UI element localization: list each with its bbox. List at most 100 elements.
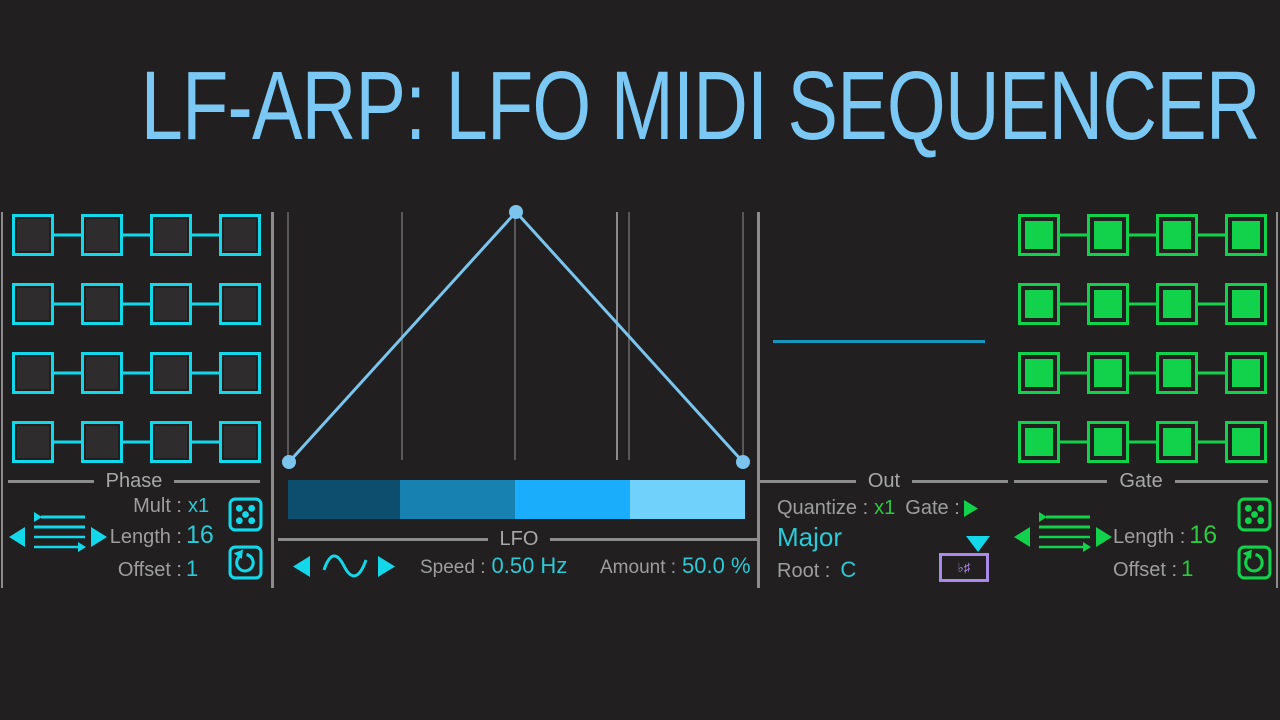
gradient-segment-1 <box>288 480 400 519</box>
out-scale-value[interactable]: Major <box>777 522 843 552</box>
out-quantize-label: Quantize : <box>777 497 869 519</box>
phase-grid-cell[interactable] <box>81 421 123 463</box>
gradient-segment-2 <box>400 480 515 519</box>
cell-fill <box>224 219 256 251</box>
phase-section-header: Phase <box>8 470 260 492</box>
phase-grid-cell[interactable] <box>81 283 123 325</box>
gate-offset-row: Offset : 1 <box>1113 556 1193 582</box>
out-quantize-value[interactable]: x1 <box>874 497 896 519</box>
lfo-wave-shape-display[interactable] <box>322 551 368 586</box>
phase-mult-label: Mult : <box>133 495 182 517</box>
phase-grid-cell[interactable] <box>81 214 123 256</box>
lfo-gridline <box>742 212 744 460</box>
phase-offset-label: Offset : <box>117 559 182 581</box>
left-panel-edge-line <box>1 212 3 588</box>
gate-grid-cell[interactable] <box>1225 352 1267 394</box>
gate-grid-cell[interactable] <box>1156 352 1198 394</box>
waveform-node[interactable] <box>282 455 296 469</box>
phase-grid-cell[interactable] <box>150 352 192 394</box>
gate-header-label: Gate <box>1119 469 1163 492</box>
phase-randomize-button[interactable] <box>228 497 263 532</box>
out-accidental-button[interactable]: ♭♯ <box>939 553 989 582</box>
gate-grid-cell[interactable] <box>1087 214 1129 256</box>
phase-length-row: Length : 16 <box>30 521 214 550</box>
cell-fill <box>1163 428 1191 456</box>
phase-grid-cell[interactable] <box>150 283 192 325</box>
phase-grid-cell[interactable] <box>150 214 192 256</box>
phase-grid-cell[interactable] <box>12 352 54 394</box>
gate-shift-control[interactable] <box>1013 509 1113 560</box>
out-gate-toggle[interactable] <box>963 500 978 517</box>
lfo-wave-prev-button[interactable] <box>293 556 310 582</box>
gate-grid-cell[interactable] <box>1018 283 1060 325</box>
phase-grid-cell[interactable] <box>219 352 261 394</box>
gate-grid-cell[interactable] <box>1018 352 1060 394</box>
cell-fill <box>1163 221 1191 249</box>
reset-loop-icon <box>1237 545 1272 580</box>
phase-grid-cell[interactable] <box>12 421 54 463</box>
gate-grid-cell[interactable] <box>1018 214 1060 256</box>
gate-reset-button[interactable] <box>1237 545 1272 580</box>
out-root-row: Root : C <box>777 557 856 583</box>
gate-grid-cell[interactable] <box>1087 352 1129 394</box>
out-scale-dropdown-button[interactable] <box>966 536 990 557</box>
cell-fill <box>1232 290 1260 318</box>
phase-mult-row: Mult : x1 <box>30 495 209 518</box>
lfo-waveform-display[interactable] <box>272 198 758 470</box>
gate-grid-cell[interactable] <box>1087 421 1129 463</box>
gate-grid-cell[interactable] <box>1225 283 1267 325</box>
phase-offset-value[interactable]: 1 <box>186 556 199 581</box>
cell-fill <box>155 357 187 389</box>
cell-fill <box>1232 428 1260 456</box>
gate-randomize-button[interactable] <box>1237 497 1272 532</box>
divider-line <box>550 537 760 541</box>
out-root-label: Root : <box>777 560 831 582</box>
gate-grid-cell[interactable] <box>1156 421 1198 463</box>
gradient-segment-4 <box>630 480 745 519</box>
cell-fill <box>86 219 118 251</box>
out-section-header: Out <box>760 470 1008 492</box>
cell-fill <box>1025 290 1053 318</box>
lfo-playhead-line <box>616 212 618 460</box>
lfo-gridline <box>287 212 289 460</box>
phase-grid-cell[interactable] <box>150 421 192 463</box>
gate-grid-cell[interactable] <box>1018 421 1060 463</box>
phase-grid-cell[interactable] <box>81 352 123 394</box>
phase-grid-cell[interactable] <box>12 214 54 256</box>
gate-grid-cell[interactable] <box>1156 283 1198 325</box>
phase-grid-cell[interactable] <box>219 283 261 325</box>
phase-shift-control[interactable] <box>8 509 108 560</box>
lfo-wave-next-button[interactable] <box>378 556 395 582</box>
out-scale-dropdown[interactable]: Major <box>777 522 842 553</box>
gate-offset-value[interactable]: 1 <box>1181 556 1194 581</box>
lfo-speed-value[interactable]: 0.50 Hz <box>491 553 568 578</box>
out-root-value[interactable]: C <box>840 557 857 582</box>
cell-fill <box>17 357 49 389</box>
dice-icon <box>1237 497 1272 532</box>
phase-mult-value[interactable]: x1 <box>188 495 210 517</box>
divider-line <box>1174 479 1269 483</box>
divider-line <box>760 479 856 483</box>
waveform-node[interactable] <box>736 455 750 469</box>
phase-grid-cell[interactable] <box>219 421 261 463</box>
gate-grid-cell[interactable] <box>1225 214 1267 256</box>
gate-length-value[interactable]: 16 <box>1189 521 1218 549</box>
cell-fill <box>1163 290 1191 318</box>
phase-grid-cell[interactable] <box>219 214 261 256</box>
flat-sharp-icon: ♭♯ <box>957 559 971 575</box>
waveform-node[interactable] <box>509 205 523 219</box>
cell-fill <box>17 288 49 320</box>
phase-grid-cell[interactable] <box>12 283 54 325</box>
gate-grid-cell[interactable] <box>1225 421 1267 463</box>
lfo-amount-value[interactable]: 50.0 % <box>682 553 751 578</box>
phase-length-value[interactable]: 16 <box>186 521 214 549</box>
cell-fill <box>17 219 49 251</box>
gate-grid-cell[interactable] <box>1087 283 1129 325</box>
phase-reset-button[interactable] <box>228 545 263 580</box>
divider-line <box>1014 479 1108 483</box>
gate-grid-cell[interactable] <box>1156 214 1198 256</box>
cell-fill <box>86 426 118 458</box>
cell-fill <box>224 357 256 389</box>
cell-fill <box>224 288 256 320</box>
lfo-amount-label: Amount : <box>600 557 677 578</box>
